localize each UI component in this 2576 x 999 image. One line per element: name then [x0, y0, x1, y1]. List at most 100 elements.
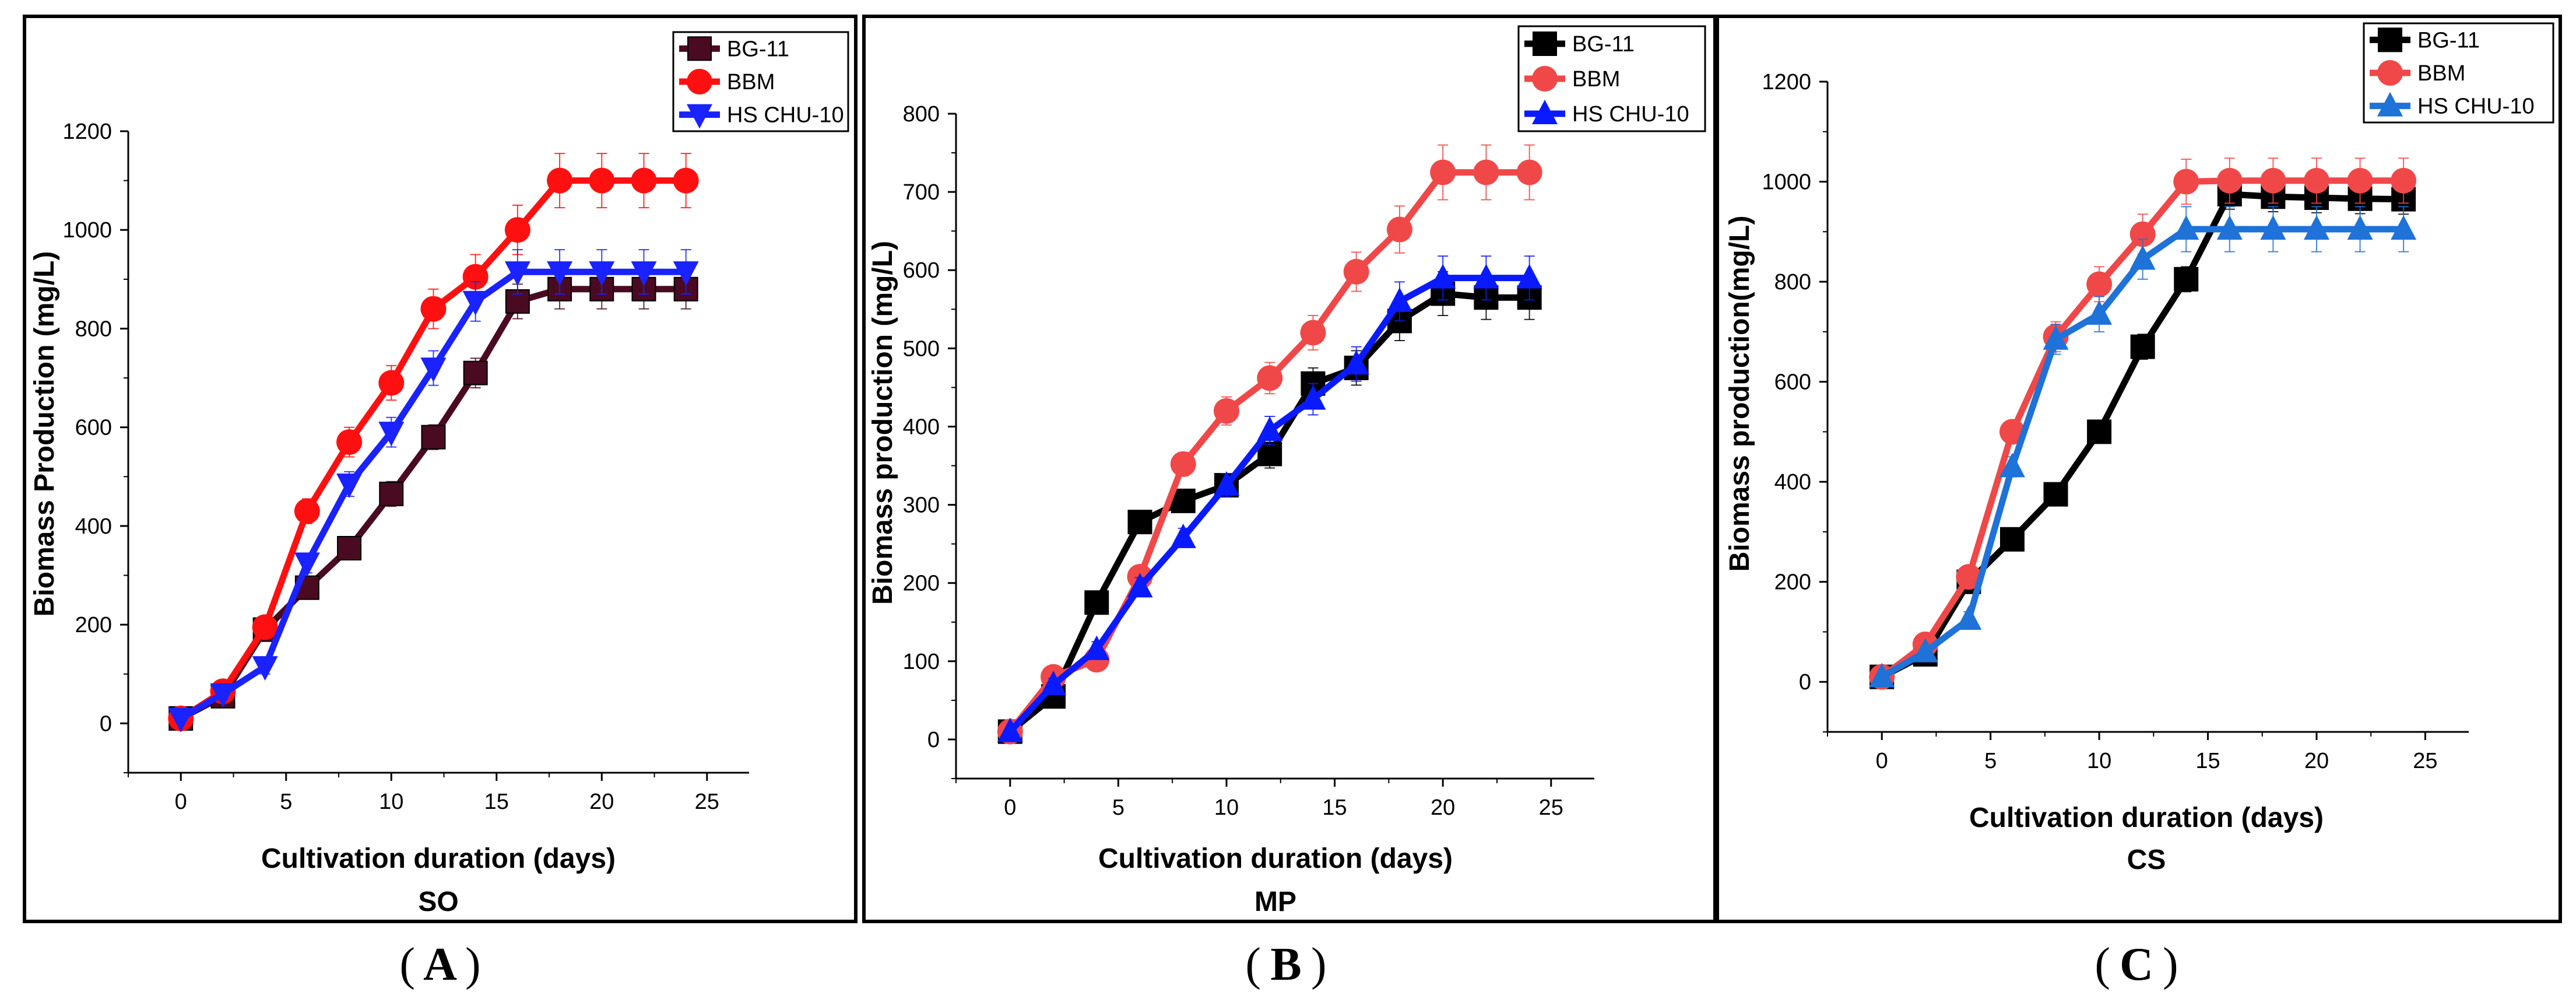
panel-c-series-line	[1880, 226, 2404, 680]
panel-a-data-point	[462, 264, 489, 290]
panel-a-y-tick-label: 600	[75, 416, 112, 440]
panel-a-data-point	[420, 296, 447, 322]
panel-a-x-tick-label: 10	[379, 790, 403, 814]
panel-a-data-point	[589, 261, 615, 286]
panel-c-data-point	[1999, 527, 2025, 552]
panel-c-x-axis-label: Cultivation duration (days)	[1969, 802, 2324, 833]
panel-a-data-point	[504, 217, 530, 243]
panel-c-data-point	[2087, 419, 2112, 444]
panel-a-y-tick-label: 0	[100, 711, 112, 736]
panel-a-data-point	[378, 370, 405, 396]
panel-b-data-point	[1084, 635, 1110, 660]
panel-a-data-point	[631, 167, 657, 194]
panel-c-data-point	[2216, 215, 2243, 240]
panel-a-x-tick-label: 15	[484, 790, 509, 814]
panel-b-data-point	[1213, 471, 1239, 496]
panel-b-legend-item: BBM	[1524, 66, 1620, 92]
panel-b-data-point	[1473, 159, 1499, 185]
panel-c-x-tick-label: 5	[1984, 749, 1997, 773]
panel-c-legend-marker	[2377, 60, 2403, 86]
panel-b-data-point	[1257, 365, 1283, 391]
panel-c-data-point	[2174, 267, 2199, 292]
panel-a-data-point	[504, 261, 530, 286]
panel-c-x-tick-label: 10	[2087, 749, 2111, 773]
panel-a-y-tick-label: 800	[75, 317, 112, 341]
panel-a-legend-marker	[687, 69, 712, 94]
panel-b-data-point	[1343, 258, 1369, 285]
panel-c-data-point	[1912, 637, 1938, 663]
svg-text:): )	[2163, 939, 2178, 990]
panel-b-border	[862, 15, 1717, 923]
panel-a-data-point	[294, 498, 320, 524]
panel-c-data-point	[1999, 453, 2025, 478]
panel-c-data-point	[1869, 663, 1895, 688]
panel-a-data-point	[210, 683, 236, 708]
panel-c-legend-marker	[2377, 92, 2403, 117]
panel-a-data-point	[421, 425, 446, 450]
panel-b-data-point	[1170, 523, 1196, 548]
panel-b-y-tick-label: 200	[903, 572, 940, 596]
panel-c-data-point	[2216, 167, 2243, 194]
panel-b-data-point	[1300, 320, 1326, 346]
panel-c-code: CS	[2127, 844, 2166, 875]
panel-c-x-tick-label: 20	[2304, 749, 2329, 773]
panel-c-y-tick-label: 1000	[1762, 170, 1811, 195]
panel-a-legend-label: HS CHU-10	[727, 103, 844, 128]
panel-b-series-2	[997, 255, 1542, 742]
panel-c-x-tick-label: 25	[2413, 749, 2437, 773]
panel-a-legend-marker	[687, 104, 712, 129]
panel-b-x-tick-label: 10	[1214, 795, 1239, 820]
panel-c-data-point	[1956, 605, 1982, 630]
panel-c-data-point	[2043, 482, 2068, 507]
panel-a-data-point	[673, 261, 699, 286]
panel-b-data-point	[1430, 159, 1456, 185]
panel-b-legend-label: HS CHU-10	[1572, 102, 1689, 127]
panel-letter-a: ( A )	[399, 939, 480, 990]
panel-b-legend-label: BG-11	[1572, 32, 1635, 57]
panel-a-data-point	[420, 357, 447, 383]
panel-a-data-point	[673, 167, 699, 194]
panel-c-series-2	[1869, 206, 2417, 688]
panel-c-data-point	[2129, 245, 2156, 270]
panel-a-plot: 0 200 400 600 800 1000 1200 0 5 10 15 20 25	[62, 120, 749, 814]
panel-c-x-tick-label: 0	[1876, 749, 1888, 773]
panel-b-data-point	[1213, 398, 1239, 424]
panel-letter-b-text: B	[1270, 939, 1301, 990]
panel-c-data-point	[2043, 325, 2069, 350]
panel-a-y-tick-label: 1200	[62, 120, 112, 144]
panel-a-y-tick-label: 400	[75, 514, 112, 539]
panel-c-legend-label: BG-11	[2417, 28, 2480, 52]
panel-a-series-2	[168, 249, 699, 732]
panel-b-legend-marker	[1533, 31, 1557, 56]
panel-c-legend-item: BBM	[2370, 60, 2465, 86]
panel-b-y-axis-label: Biomass production (mg/L)	[867, 241, 898, 605]
panel-a-legend-item: BG-11	[679, 36, 789, 61]
panel-b-legend-marker	[1532, 100, 1558, 124]
panel-a-series-0	[168, 268, 698, 731]
panel-a-legend-label: BBM	[727, 70, 775, 94]
panel-a: 0 200 400 600 800 1000 1200 0 5 10 15 20 25 BG-11 BBM…	[23, 15, 858, 923]
panel-c-data-point	[2086, 271, 2113, 297]
panel-c-y-tick-label: 0	[1799, 670, 1811, 695]
panel-b-data-point	[1516, 264, 1542, 289]
panel-b-data-point	[1257, 441, 1282, 467]
panel-c-data-point	[2173, 215, 2199, 240]
panel-b-data-point	[1300, 385, 1326, 410]
panel-b-y-tick-label: 700	[903, 180, 940, 205]
panel-letter-b: ( B )	[1245, 939, 1326, 990]
panel-b-y-tick-label: 0	[927, 728, 940, 752]
panel-b-data-point	[1386, 216, 1412, 243]
panel-a-x-tick-label: 25	[695, 790, 719, 814]
panel-a-data-point	[252, 656, 278, 681]
panel-b-data-point	[1343, 350, 1369, 375]
panel-a-data-point	[462, 290, 489, 316]
panel-a-data-point	[547, 261, 573, 286]
panel-c-y-axis-label: Biomass production(mg/L)	[1724, 216, 1755, 572]
panel-c-data-point	[2173, 169, 2199, 195]
panel-c-legend-label: HS CHU-10	[2417, 94, 2535, 119]
panel-a-data-point	[336, 429, 363, 455]
panel-b-series-0	[997, 271, 1542, 744]
panel-c-plot: 0 200 400 600 800 1000 1200 0 5 10 15 20 25	[1762, 70, 2469, 773]
